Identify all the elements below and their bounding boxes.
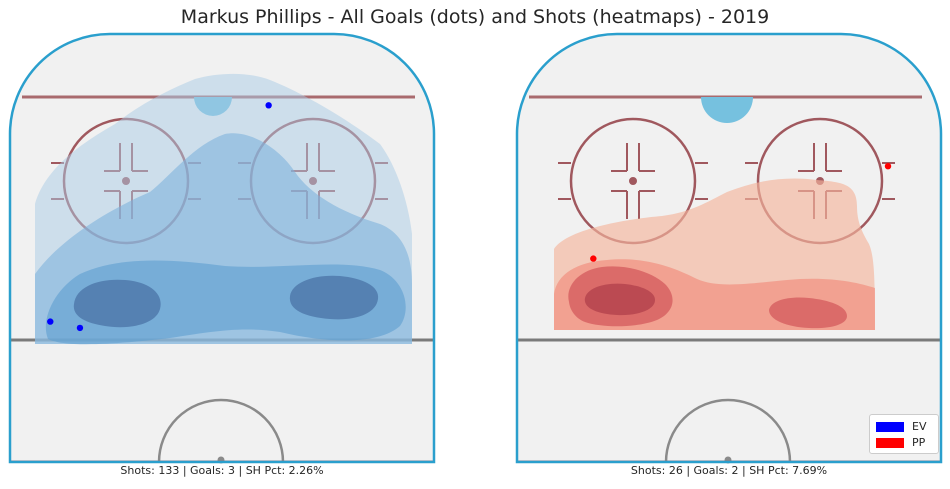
rink-left-center-circle [157,398,285,463]
rink-right-crease [701,97,753,123]
goal-dot-ev [76,324,84,332]
legend-item-ev: EV [876,420,926,434]
rink-left-heatmap [35,73,412,345]
right-panel-stats: Shots: 26 | Goals: 2 | SH Pct: 7.69% [630,464,828,477]
legend-item-pp: PP [876,436,925,450]
rink-right-panel [515,32,943,464]
goal-dot-pp [590,255,597,262]
faceoff-dot [629,177,637,185]
legend-label-ev: EV [912,420,927,433]
legend-swatch-ev [876,422,904,432]
rink-right-boards [515,32,943,464]
rink-right-density-level-4 [584,283,655,316]
legend-swatch-pp [876,438,904,448]
rink-left-boards [8,32,436,464]
rink-right-density-level-3b [769,297,847,329]
goal-dot-ev [47,318,54,325]
rink-left-goals [47,102,272,332]
rink-right-goals [590,163,892,262]
left-panel-stats: Shots: 133 | Goals: 3 | SH Pct: 2.26% [120,464,324,477]
goal-dot-pp [884,163,892,170]
goal-dot-ev [265,102,272,109]
rink-right-heatmap [554,178,875,330]
legend: EV PP [869,414,939,454]
rink-right-center-circle [664,398,792,463]
rink-left-density-level-4 [73,279,161,328]
rink-left-panel [8,32,436,464]
chart-title: Markus Phillips - All Goals (dots) and S… [180,6,770,28]
rink-left-density-level-4b [289,275,379,320]
legend-label-pp: PP [912,436,926,449]
